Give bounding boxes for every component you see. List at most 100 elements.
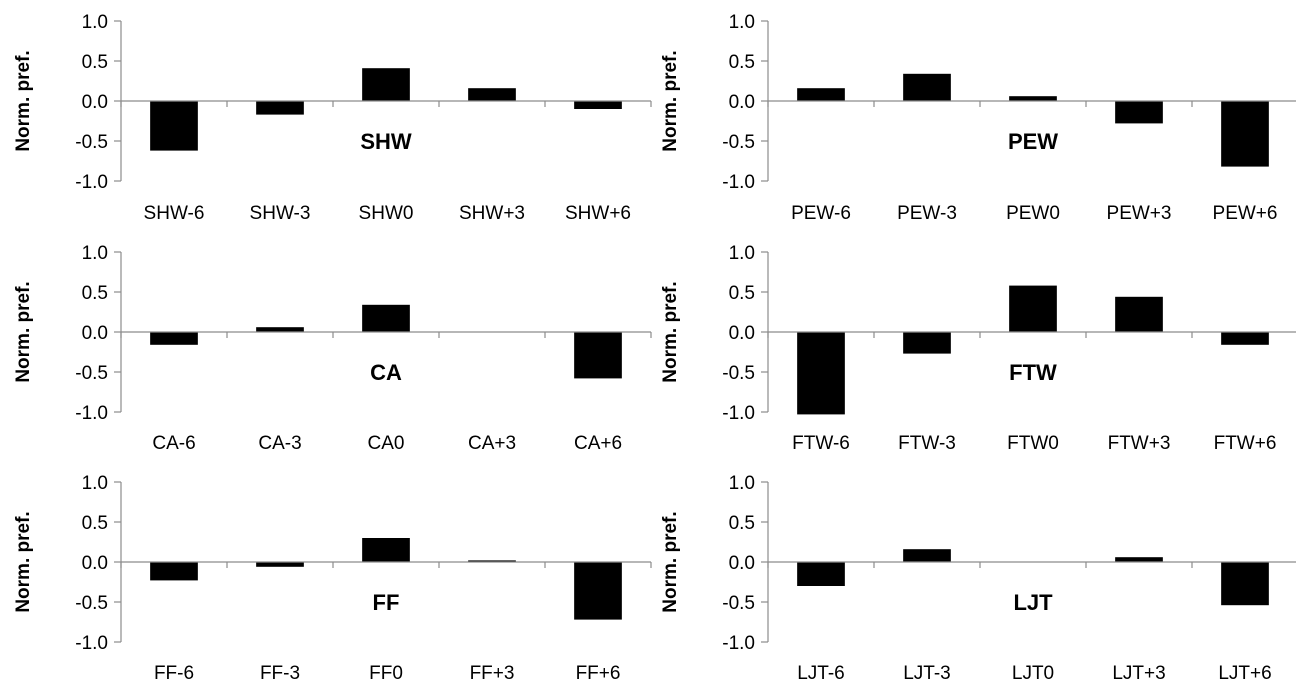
bar-pewplus6 <box>1221 101 1269 167</box>
x-tick-label: CA+3 <box>468 433 516 454</box>
panel-title: CA <box>370 360 402 385</box>
x-tick-label: LJT+3 <box>1112 663 1165 684</box>
chart-panel-shw: 1.0 0.5 0.0 -0.5 -1.0 SHW-6 SHW-3 SHW0 SHW+3 SHW+… <box>13 12 652 224</box>
y-tick-label: -1.0 <box>75 403 108 424</box>
y-tick-label: 0.0 <box>729 553 755 574</box>
y-tick-label: 0.5 <box>729 283 755 304</box>
y-axis-label: Norm. pref. <box>660 511 681 612</box>
y-tick-label: 1.0 <box>82 473 108 494</box>
chart-panel-pew: 1.0 0.5 0.0 -0.5 -1.0 PEW-6 PEW-3 PEW0 PEW+3 PEW+… <box>660 12 1296 224</box>
bar-shw-3 <box>256 101 304 115</box>
x-tick-label: SHW+3 <box>459 203 525 224</box>
bar-ftw-3 <box>903 332 951 354</box>
x-tick-label: LJT+6 <box>1218 663 1271 684</box>
y-tick-label: -1.0 <box>722 633 755 654</box>
y-tick-label: -0.5 <box>75 363 108 384</box>
y-tick-label: -1.0 <box>75 172 108 193</box>
x-tick-label: FTW+3 <box>1108 433 1171 454</box>
y-axis-label: Norm. pref. <box>660 281 681 382</box>
bar-pew0 <box>1009 96 1057 101</box>
y-tick-label: 0.0 <box>82 323 108 344</box>
x-tick-label: FF+3 <box>470 663 515 684</box>
y-tick-label: 0.0 <box>729 323 755 344</box>
bar-ljt-6 <box>797 562 845 586</box>
x-tick-label: FF0 <box>369 663 403 684</box>
y-tick-label: 1.0 <box>729 473 755 494</box>
bar-pew-6 <box>797 88 845 101</box>
x-tick-label: CA0 <box>368 433 405 454</box>
bar-ftw0 <box>1009 285 1057 332</box>
panel-title: PEW <box>1008 129 1058 154</box>
y-tick-label: 0.0 <box>729 92 755 113</box>
bar-caplus6 <box>574 332 622 379</box>
x-tick-label: LJT-6 <box>797 663 845 684</box>
x-tick-label: CA-3 <box>258 433 301 454</box>
bar-shwplus6 <box>574 101 622 109</box>
x-tick-label: PEW-6 <box>791 203 851 224</box>
x-tick-label: FTW+6 <box>1214 433 1277 454</box>
y-tick-label: -0.5 <box>75 593 108 614</box>
y-axis-label: Norm. pref. <box>13 511 34 612</box>
y-tick-label: -0.5 <box>722 363 755 384</box>
y-tick-label: -1.0 <box>722 403 755 424</box>
y-tick-label: 0.0 <box>82 92 108 113</box>
x-tick-label: LJT-3 <box>903 663 951 684</box>
y-tick-label: 1.0 <box>729 12 755 33</box>
chart-panel-ftw: 1.0 0.5 0.0 -0.5 -1.0 FTW-6 FTW-3 FTW0 FTW+3 FTW+… <box>660 243 1296 454</box>
x-tick-label: SHW-3 <box>250 203 311 224</box>
x-tick-label: PEW+3 <box>1107 203 1172 224</box>
x-tick-label: SHW+6 <box>565 203 631 224</box>
x-tick-label: PEW+6 <box>1213 203 1278 224</box>
x-tick-label: SHW-6 <box>144 203 205 224</box>
y-axis-label: Norm. pref. <box>660 50 681 151</box>
x-tick-label: FF-3 <box>260 663 300 684</box>
y-tick-label: 0.0 <box>82 553 108 574</box>
bar-ff-6 <box>150 562 198 581</box>
y-axis-label: Norm. pref. <box>13 50 34 151</box>
chart-panel-ff: 1.0 0.5 0.0 -0.5 -1.0 FF-6 FF-3 FF0 FF+3 FF+6 FF No… <box>13 473 652 684</box>
bar-ftw-6 <box>797 332 845 415</box>
bar-ca0 <box>362 304 410 332</box>
bar-shwplus3 <box>468 88 516 101</box>
panel-title: FF <box>373 590 400 615</box>
x-tick-label: FTW-6 <box>792 433 850 454</box>
y-tick-label: -0.5 <box>75 132 108 153</box>
bar-ca-3 <box>256 327 304 332</box>
y-tick-label: 1.0 <box>82 12 108 33</box>
bar-ff0 <box>362 538 410 562</box>
bar-ffplus6 <box>574 562 622 620</box>
chart-panel-ljt: 1.0 0.5 0.0 -0.5 -1.0 LJT-6 LJT-3 LJT0 LJT+3 LJT+… <box>660 473 1296 684</box>
panel-title: FTW <box>1009 360 1057 385</box>
bar-shw-6 <box>150 101 198 151</box>
x-tick-label: PEW-3 <box>897 203 957 224</box>
panel-title: SHW <box>360 129 412 154</box>
y-axis-label: Norm. pref. <box>13 281 34 382</box>
x-tick-label: FTW-3 <box>898 433 956 454</box>
x-tick-label: SHW0 <box>359 203 414 224</box>
bar-ca-6 <box>150 332 198 345</box>
bar-ljt-3 <box>903 549 951 562</box>
bar-pew-3 <box>903 73 951 101</box>
y-tick-label: 1.0 <box>82 243 108 264</box>
y-tick-label: -0.5 <box>722 132 755 153</box>
x-tick-label: FF-6 <box>154 663 194 684</box>
x-tick-label: FTW0 <box>1007 433 1059 454</box>
x-tick-label: CA+6 <box>574 433 622 454</box>
y-tick-label: 0.5 <box>82 52 108 73</box>
bar-shw0 <box>362 68 410 101</box>
bar-ftwplus3 <box>1115 296 1163 332</box>
bar-pewplus3 <box>1115 101 1163 124</box>
y-tick-label: 1.0 <box>729 243 755 264</box>
bar-ljtplus6 <box>1221 562 1269 606</box>
y-tick-label: -0.5 <box>722 593 755 614</box>
y-tick-label: 0.5 <box>82 513 108 534</box>
panel-title: LJT <box>1013 590 1053 615</box>
x-tick-label: FF+6 <box>576 663 621 684</box>
bar-ffplus3 <box>468 560 516 562</box>
y-tick-label: 0.5 <box>729 52 755 73</box>
y-tick-label: 0.5 <box>729 513 755 534</box>
x-tick-label: PEW0 <box>1006 203 1060 224</box>
y-tick-label: 0.5 <box>82 283 108 304</box>
bar-ff-3 <box>256 562 304 567</box>
